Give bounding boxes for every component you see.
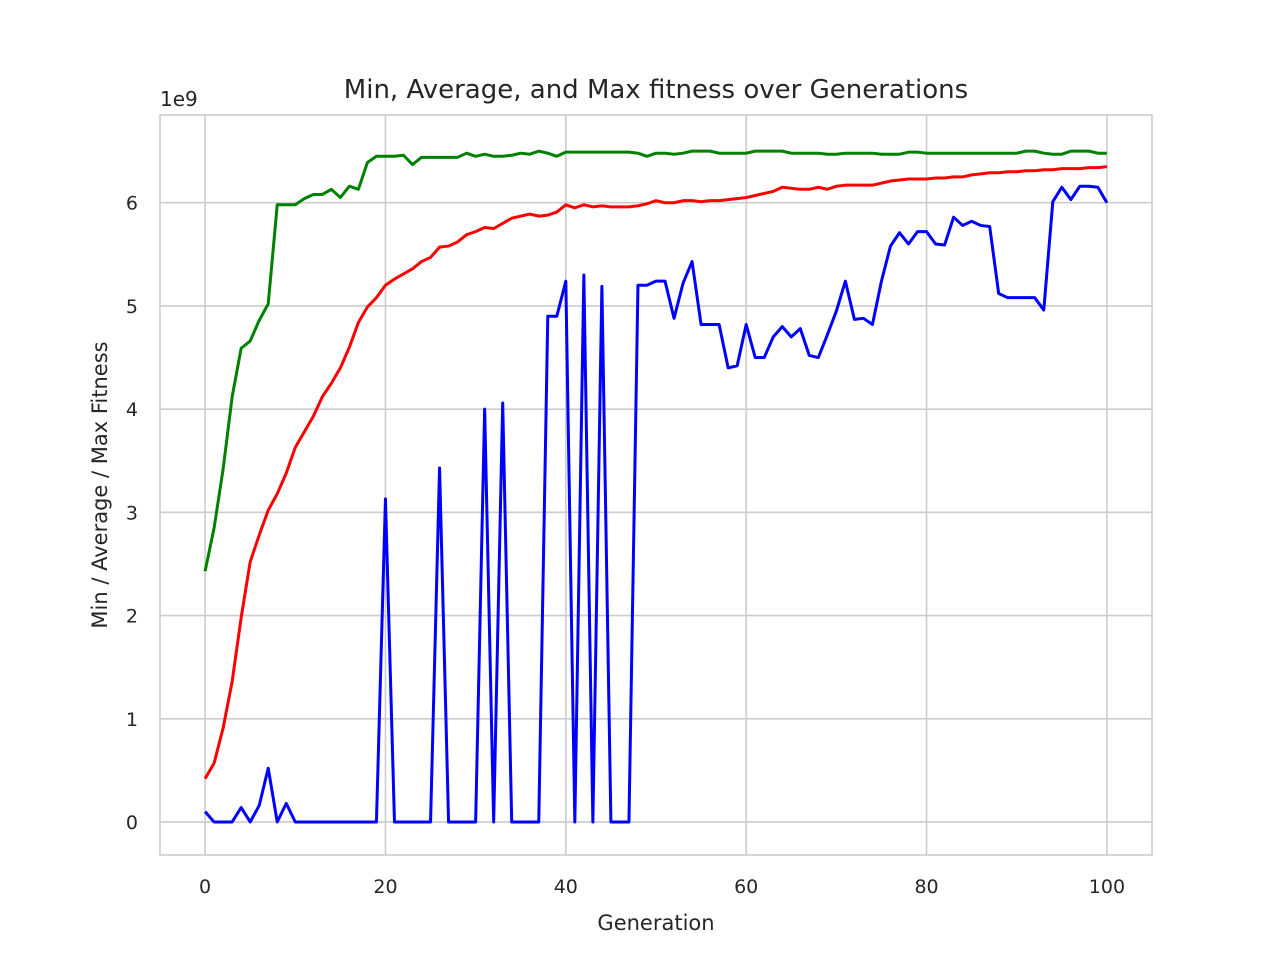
grid bbox=[160, 115, 1152, 855]
x-axis-label: Generation bbox=[597, 911, 714, 935]
y-tick-label: 1 bbox=[126, 709, 138, 731]
x-tick-label: 80 bbox=[914, 876, 938, 898]
series-layer bbox=[203, 149, 1109, 824]
plot-frame bbox=[159, 114, 1153, 856]
chart-title: Min, Average, and Max fitness over Gener… bbox=[344, 75, 968, 105]
average-fitness-line bbox=[203, 165, 1108, 780]
y-tick-label: 2 bbox=[126, 606, 138, 628]
x-tick-label: 0 bbox=[199, 876, 211, 898]
min-fitness-line bbox=[203, 184, 1109, 824]
y-axis-label: Min / Average / Max Fitness bbox=[88, 341, 112, 628]
y-tick-label: 0 bbox=[126, 812, 138, 834]
y-tick-label: 6 bbox=[126, 193, 138, 215]
y-offset-label: 1e9 bbox=[160, 87, 198, 111]
y-tick-label: 4 bbox=[126, 399, 138, 421]
x-tick-label: 40 bbox=[554, 876, 578, 898]
y-tick-label: 3 bbox=[126, 502, 138, 524]
y-tick-label: 5 bbox=[126, 296, 138, 318]
x-tick-label: 20 bbox=[373, 876, 397, 898]
x-tick-label: 100 bbox=[1089, 876, 1125, 898]
x-tick-label: 60 bbox=[734, 876, 758, 898]
max-fitness-line bbox=[203, 149, 1107, 572]
tick-labels: 0 20 40 60 80 100 0 1 2 3 4 5 6 bbox=[126, 193, 1125, 898]
